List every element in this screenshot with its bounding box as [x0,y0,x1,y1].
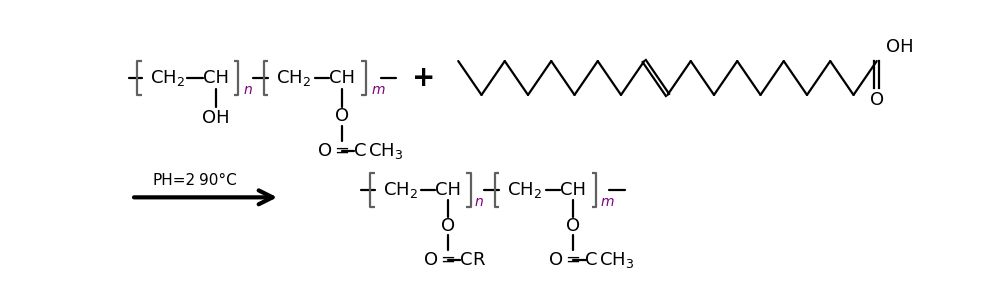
Text: O$=$C: O$=$C [317,142,367,160]
Text: CH$_2$: CH$_2$ [383,180,418,200]
Text: 90°C: 90°C [199,173,236,188]
Text: CH: CH [203,69,229,87]
Text: +: + [412,64,435,92]
Text: OH: OH [886,38,914,56]
Text: O$=$C: O$=$C [548,252,598,269]
Text: m: m [600,195,614,209]
Text: CH: CH [329,69,355,87]
Text: R: R [472,252,485,269]
Text: O: O [566,217,580,235]
Text: O: O [870,91,884,108]
Text: CH$_3$: CH$_3$ [599,250,635,271]
Text: CH$_2$: CH$_2$ [276,68,311,88]
Text: CH$_3$: CH$_3$ [368,141,403,161]
Text: PH=2: PH=2 [152,173,195,188]
Text: n: n [475,195,483,209]
Text: CH$_2$: CH$_2$ [507,180,542,200]
Text: O: O [335,108,349,126]
Text: n: n [244,83,252,97]
Text: m: m [371,83,385,97]
Text: CH: CH [560,181,586,199]
Text: O: O [441,217,455,235]
Text: O$=$C: O$=$C [423,252,473,269]
Text: OH: OH [202,109,229,127]
Text: CH$_2$: CH$_2$ [150,68,185,88]
Text: CH: CH [435,181,461,199]
